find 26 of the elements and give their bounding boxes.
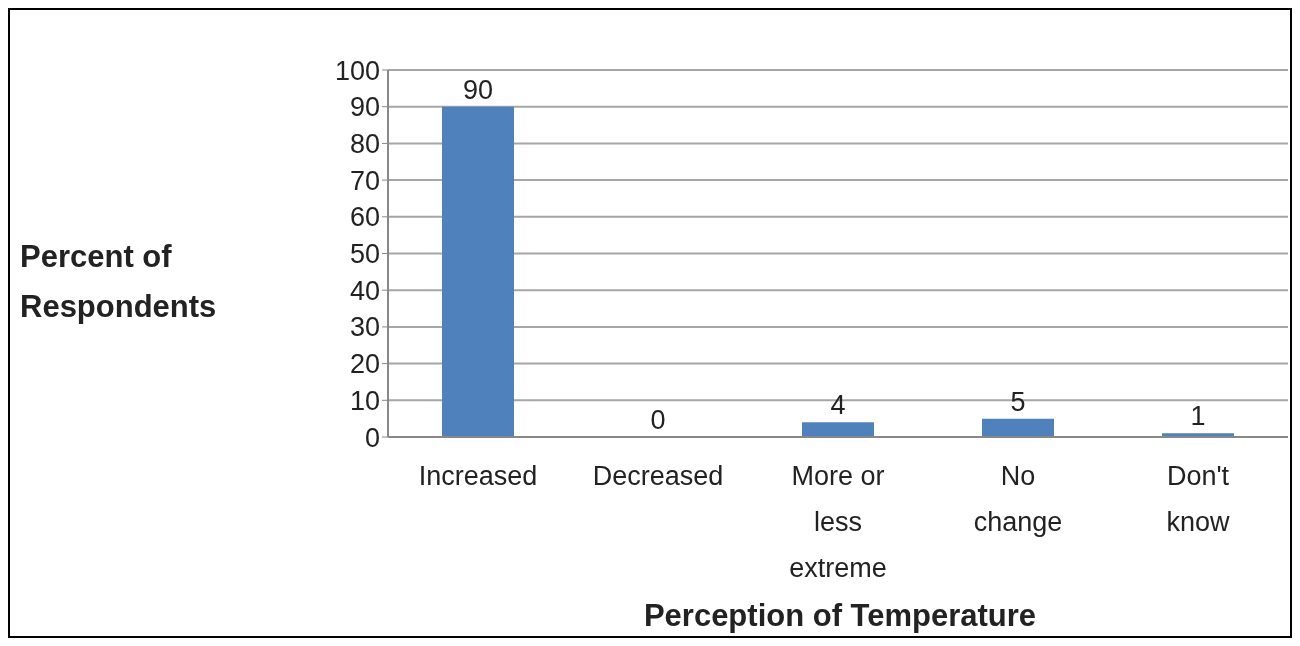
y-tick-label: 90 — [349, 92, 380, 123]
x-tick-label: Don't know — [1166, 461, 1231, 537]
bar — [442, 106, 514, 437]
y-axis-title: Percent of Respondents — [20, 238, 218, 326]
y-tick-label: 0 — [364, 422, 380, 453]
y-tick-label: 20 — [349, 349, 380, 380]
x-tick-label: More or less extreme — [789, 461, 887, 583]
y-tick-label: 100 — [334, 55, 380, 86]
bar — [982, 418, 1054, 437]
y-tick-label: 50 — [349, 239, 380, 270]
x-tick-label: No change — [973, 461, 1063, 537]
y-tick-label: 60 — [349, 202, 380, 233]
x-tick-label: Decreased — [592, 461, 724, 491]
data-label: 1 — [1190, 401, 1206, 432]
x-tick-label: Increased — [418, 461, 538, 491]
data-label: 5 — [1010, 386, 1026, 417]
y-tick-label: 80 — [349, 128, 380, 159]
y-tick-label: 40 — [349, 275, 380, 306]
y-tick-label: 10 — [349, 385, 380, 416]
data-label: 0 — [650, 405, 666, 435]
bar — [802, 422, 874, 437]
x-axis-title: Perception of Temperature — [642, 598, 1038, 634]
y-tick-label: 70 — [349, 165, 380, 196]
data-label: 4 — [830, 390, 846, 421]
data-label: 90 — [462, 74, 494, 105]
y-tick-label: 30 — [349, 312, 380, 343]
